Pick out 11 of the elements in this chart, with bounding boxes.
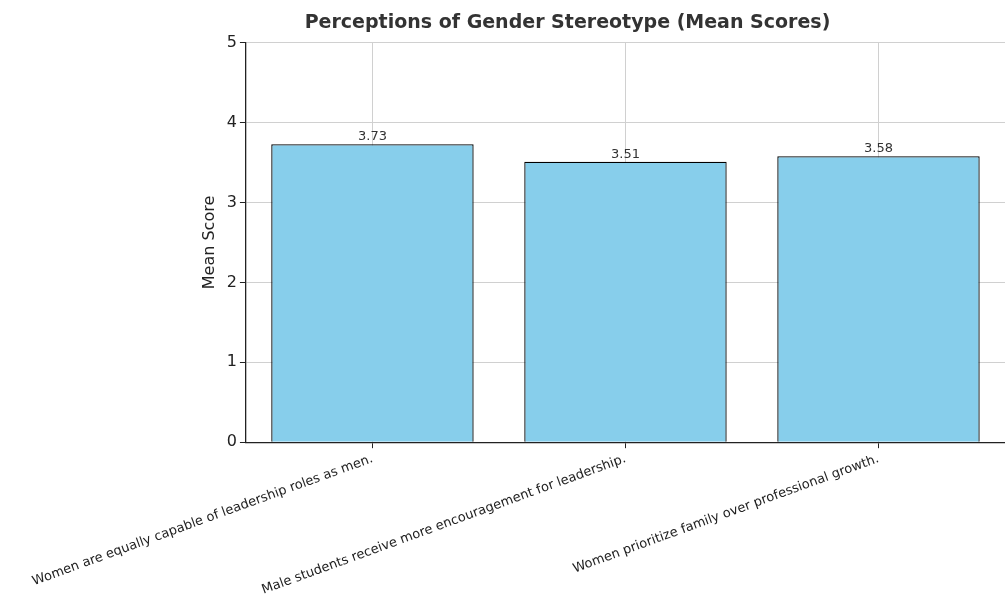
data-label: 3.73 xyxy=(357,128,387,144)
data-label: 3.51 xyxy=(610,145,640,161)
y-tick-label: 4 xyxy=(226,111,237,131)
y-tick-label: 3 xyxy=(226,191,237,211)
y-tick-label: 1 xyxy=(226,351,237,371)
y-tick-label: 0 xyxy=(226,431,237,451)
y-axis-title: Mean Score xyxy=(199,195,219,290)
y-tick-label: 5 xyxy=(226,31,237,51)
chart-title: Perceptions of Gender Stereotype (Mean Scores) xyxy=(304,10,831,33)
y-tick-label: 2 xyxy=(226,271,237,291)
data-label: 3.58 xyxy=(864,140,893,156)
